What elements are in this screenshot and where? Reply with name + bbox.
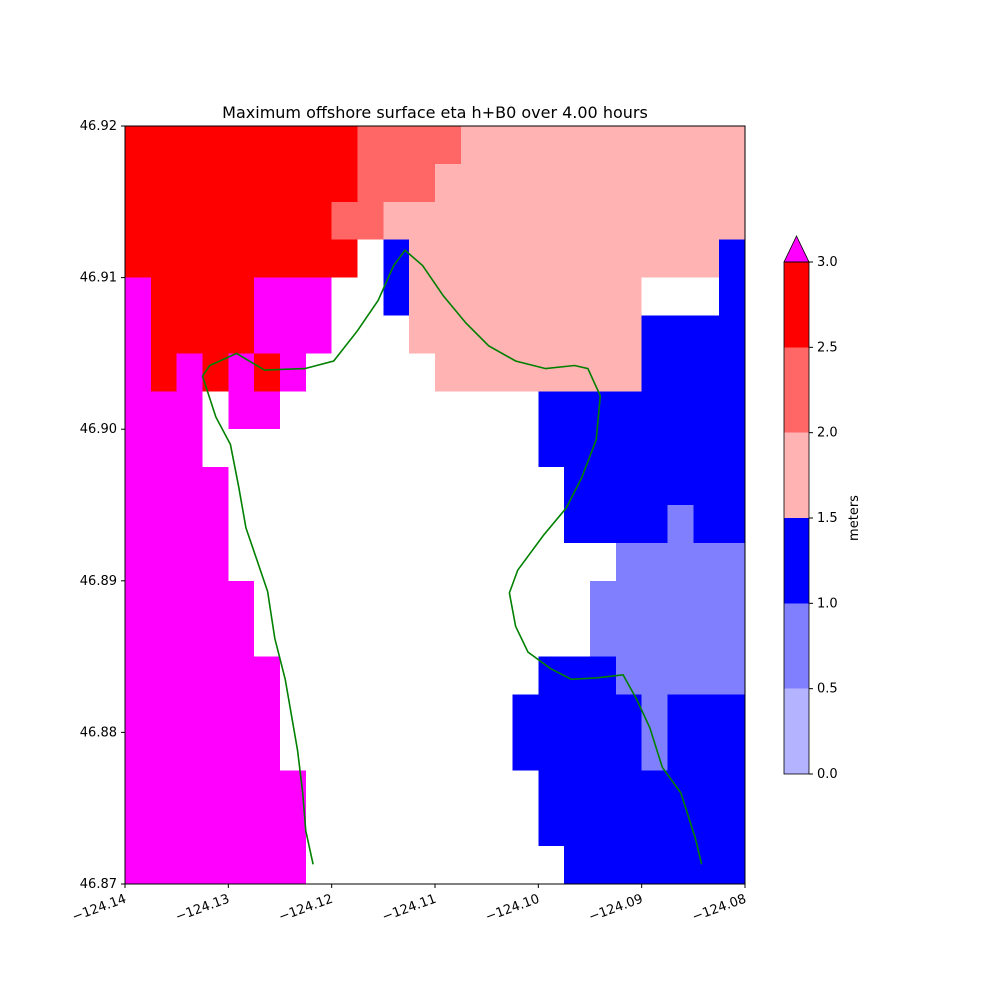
cell-level-5 [125, 126, 358, 278]
cell-level-6 [228, 391, 280, 430]
cell-level-1 [615, 542, 745, 581]
y-tick-label: 46.91 [80, 271, 117, 286]
cell-level-4 [357, 126, 461, 164]
plot-area [124, 125, 746, 885]
colorbar-band [784, 432, 809, 518]
cell-level-4 [357, 163, 435, 202]
cell-level-3 [383, 201, 745, 240]
cell-level-1 [590, 580, 745, 657]
cell-level-6 [125, 391, 203, 468]
cell-level-2 [564, 467, 745, 505]
cell-level-2 [667, 732, 745, 771]
y-tick-label: 46.90 [80, 422, 117, 437]
x-tick-label: −124.11 [380, 892, 438, 925]
cell-level-5 [150, 315, 255, 354]
colorbar-tick-label: 3.0 [817, 255, 838, 270]
cell-level-5 [150, 353, 177, 392]
cell-level-2 [538, 656, 616, 695]
cell-level-2 [538, 770, 745, 847]
cell-level-5 [150, 277, 255, 316]
cell-level-3 [409, 239, 720, 278]
heatmap-cells [125, 126, 745, 884]
cell-level-3 [409, 277, 642, 316]
x-tick-label: −124.13 [174, 892, 232, 925]
cell-level-2 [667, 694, 745, 733]
cell-level-3 [435, 163, 745, 202]
cell-level-5 [254, 353, 280, 392]
y-axis: 46.87 46.88 46.89 46.90 46.91 46.92 [80, 119, 125, 892]
colorbar-tick-label: 2.5 [817, 340, 838, 355]
x-tick-label: −124.10 [484, 892, 542, 925]
y-tick-label: 46.88 [80, 725, 117, 740]
colorbar-tick-label: 2.0 [817, 426, 838, 441]
cell-level-2 [719, 239, 745, 278]
cell-level-6 [228, 353, 255, 392]
cell-level-2 [512, 694, 642, 733]
cell-level-2 [538, 391, 745, 468]
cell-level-6 [125, 467, 229, 581]
cell-level-6 [254, 315, 332, 354]
cell-level-2 [719, 277, 745, 316]
cell-level-6 [176, 353, 203, 392]
cell-level-2 [693, 505, 745, 543]
x-tick-label: −124.14 [70, 892, 128, 925]
x-tick-label: −124.09 [587, 892, 645, 925]
cell-level-2 [512, 732, 642, 771]
colorbar-label: meters [847, 495, 862, 541]
cell-level-4 [331, 201, 384, 240]
cell-level-6 [125, 656, 280, 771]
cell-level-2 [564, 846, 745, 884]
colorbar-tick-label: 1.0 [817, 596, 838, 611]
cell-level-3 [460, 126, 745, 164]
colorbar-tick-label: 0.5 [817, 682, 838, 697]
cell-level-2 [641, 315, 745, 392]
colorbar-band [784, 262, 809, 348]
cell-level-2 [383, 277, 410, 316]
chart-title: Maximum offshore surface eta h+B0 over 4… [222, 103, 648, 122]
cell-level-3 [409, 315, 642, 354]
cell-level-6 [125, 277, 151, 392]
cell-level-1 [641, 694, 668, 771]
colorbar-band [784, 347, 809, 433]
cell-level-6 [125, 770, 306, 884]
cell-level-2 [383, 239, 410, 278]
cell-level-6 [280, 353, 306, 392]
x-tick-label: −124.08 [690, 892, 748, 925]
cell-level-1 [615, 656, 745, 695]
coastline-line [201, 249, 703, 865]
colorbar-band [784, 518, 809, 604]
colorbar-band [784, 688, 809, 774]
cell-level-1 [667, 505, 694, 543]
y-tick-label: 46.89 [80, 574, 117, 589]
colorbar-tick-label: 1.5 [817, 511, 838, 526]
y-tick-label: 46.87 [80, 877, 117, 892]
cell-level-6 [125, 580, 255, 657]
colorbar: 0.0 0.5 1.0 1.5 2.0 2.5 3.0 [783, 235, 838, 782]
cell-level-2 [564, 505, 668, 543]
colorbar-extend-arrow [783, 235, 810, 263]
cell-level-6 [254, 277, 332, 316]
coastline [201, 249, 703, 865]
x-axis: −124.14 −124.13 −124.12 −124.11 −124.10 −124.… [70, 884, 748, 925]
x-tick-label: −124.12 [277, 892, 335, 925]
y-tick-label: 46.92 [80, 119, 117, 134]
colorbar-tick-label: 0.0 [817, 767, 838, 782]
colorbar-band [784, 603, 809, 689]
cell-level-3 [435, 353, 642, 392]
